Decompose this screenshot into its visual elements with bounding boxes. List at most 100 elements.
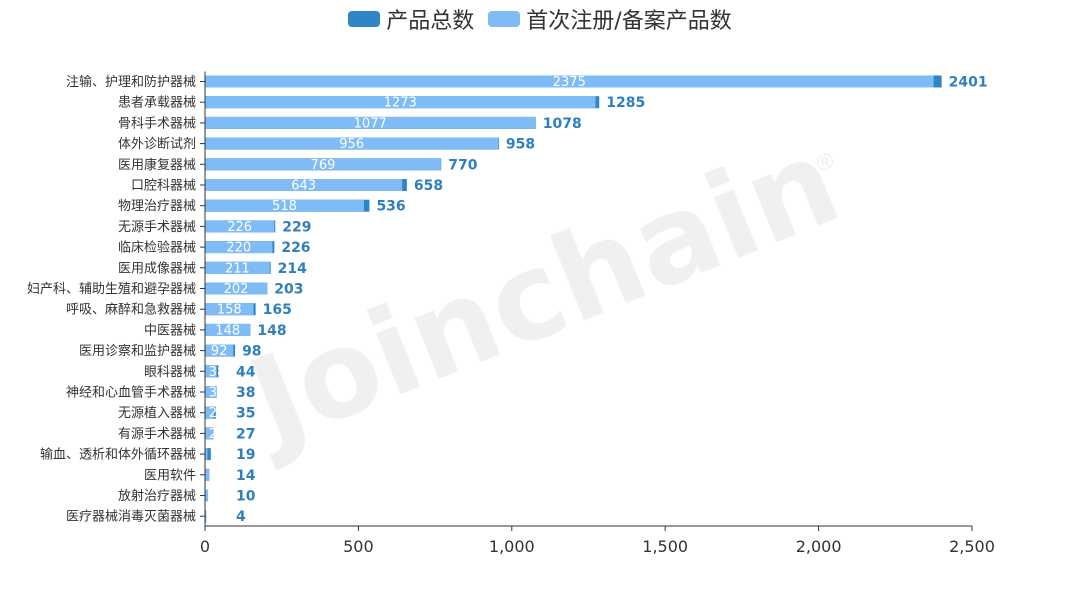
watermark-registered-mark: ® xyxy=(814,151,836,176)
bar-first[interactable] xyxy=(205,323,251,336)
category-label: 骨科手术器械 xyxy=(118,116,196,131)
data-label-first: 518 xyxy=(272,199,297,214)
category-label: 口腔科器械 xyxy=(131,179,196,194)
data-label-first: 92 xyxy=(211,344,228,359)
bar-first[interactable] xyxy=(205,199,364,212)
legend-label-first: 首次注册/备案产品数 xyxy=(526,9,732,34)
category-label: 医用软件 xyxy=(144,468,196,483)
x-tick-label: 1,000 xyxy=(489,537,535,556)
data-label-first: 220 xyxy=(226,241,251,256)
bar-first[interactable] xyxy=(205,241,273,254)
bar-first[interactable] xyxy=(205,448,208,461)
data-label-first: 643 xyxy=(291,179,316,194)
data-label-total: 35 xyxy=(236,406,255,422)
category-label: 眼科器械 xyxy=(144,365,196,380)
bar-first[interactable] xyxy=(205,261,270,274)
bar-first[interactable] xyxy=(205,386,217,398)
bar-first[interactable] xyxy=(205,75,934,88)
data-label-first: 38 xyxy=(209,365,226,380)
chart-legend: 产品总数 首次注册/备案产品数 xyxy=(0,2,1080,36)
data-label-first: 10 xyxy=(209,489,226,504)
category-label: 物理治疗器械 xyxy=(118,199,196,214)
bar-first[interactable] xyxy=(205,344,234,357)
category-label: 放射治疗器械 xyxy=(118,488,196,504)
category-label: 注输、护理和防护器械 xyxy=(66,74,196,90)
data-label-first: 1077 xyxy=(354,116,387,131)
data-label-first: 226 xyxy=(227,220,252,235)
category-label: 妇产科、辅助生殖和避孕器械 xyxy=(27,281,196,297)
axes-layer: 注输、护理和防护器械患者承载器械骨科手术器械体外诊断试剂医用康复器械口腔科器械物… xyxy=(27,71,995,556)
data-label-first: 769 xyxy=(311,158,336,173)
x-tick-label: 500 xyxy=(343,537,374,556)
category-label: 中医器械 xyxy=(144,323,196,338)
bar-first[interactable] xyxy=(205,137,499,150)
data-label-first: 956 xyxy=(339,137,364,152)
data-label-total: 19 xyxy=(236,447,255,463)
bar-first[interactable] xyxy=(205,220,275,233)
data-label-total: 14 xyxy=(236,468,256,484)
bar-first[interactable] xyxy=(205,510,207,523)
bar-first[interactable] xyxy=(205,468,210,481)
data-label-first: 2375 xyxy=(553,75,586,90)
legend-item-first[interactable]: 首次注册/备案产品数 xyxy=(488,3,732,35)
data-label-total: 536 xyxy=(376,199,405,215)
data-label-first: 25 xyxy=(209,427,226,442)
category-label: 医用康复器械 xyxy=(118,157,196,173)
bar-first[interactable] xyxy=(205,365,217,378)
data-label-total: 214 xyxy=(278,261,307,277)
data-label-first: 211 xyxy=(225,261,250,276)
bar-first[interactable] xyxy=(205,116,536,129)
bar-first[interactable] xyxy=(205,282,267,295)
x-tick-label: 2,000 xyxy=(796,537,842,556)
data-label-total: 27 xyxy=(236,426,255,442)
bar-first[interactable] xyxy=(205,489,209,502)
bar-first[interactable] xyxy=(205,96,596,109)
category-label: 患者承载器械 xyxy=(118,96,196,111)
category-label: 医用诊察和监护器械 xyxy=(79,344,196,359)
bar-first[interactable] xyxy=(205,158,441,171)
data-label-first: 14 xyxy=(209,468,226,483)
bar-first[interactable] xyxy=(205,406,214,419)
data-label-total: 2401 xyxy=(949,75,988,91)
category-label: 体外诊断试剂 xyxy=(118,137,196,152)
legend-label-total: 产品总数 xyxy=(386,9,475,34)
bar-first[interactable] xyxy=(205,179,403,191)
x-tick-label: 2,500 xyxy=(949,537,995,556)
legend-swatch-total xyxy=(348,11,381,27)
data-label-total: 226 xyxy=(281,240,310,256)
data-label-total: 38 xyxy=(236,385,255,401)
data-label-first: 148 xyxy=(215,323,240,338)
data-label-total: 44 xyxy=(236,364,256,380)
category-label: 呼吸、麻醉和急救器械 xyxy=(66,302,196,318)
data-label-total: 1078 xyxy=(543,116,582,132)
data-label-total: 203 xyxy=(274,282,303,298)
data-label-first: 202 xyxy=(224,282,249,297)
x-tick-label: 1,500 xyxy=(642,537,688,556)
bar-first[interactable] xyxy=(205,303,254,316)
category-label: 有源手术器械 xyxy=(118,427,196,442)
bars-layer: 2375 2401 1273 1285 1077 1078 956 958 769 770 643 6… xyxy=(205,75,988,525)
data-label-first: 29 xyxy=(209,406,226,421)
data-label-total: 148 xyxy=(257,323,286,339)
bar-first[interactable] xyxy=(205,427,213,440)
category-label: 输血、透析和体外循环器械 xyxy=(40,447,196,463)
data-label-first: 4 xyxy=(213,510,221,525)
data-label-total: 229 xyxy=(282,219,311,235)
legend-swatch-first xyxy=(488,11,521,27)
category-label: 临床检验器械 xyxy=(118,240,196,256)
data-label-total: 165 xyxy=(263,302,292,318)
category-label: 医用成像器械 xyxy=(118,261,196,276)
data-label-total: 10 xyxy=(236,489,256,505)
x-tick-label: 0 xyxy=(200,537,210,556)
data-label-first: 8 xyxy=(213,448,221,463)
legend-item-total[interactable]: 产品总数 xyxy=(348,3,474,35)
category-label: 神经和心血管手术器械 xyxy=(66,386,196,401)
data-label-first: 158 xyxy=(217,303,242,318)
data-label-first: 1273 xyxy=(384,96,417,111)
bar-total[interactable] xyxy=(205,448,211,461)
data-label-total: 658 xyxy=(414,178,443,194)
category-label: 医疗器械消毒灭菌器械 xyxy=(66,510,196,525)
category-label: 无源手术器械 xyxy=(118,220,196,235)
data-label-total: 98 xyxy=(242,344,261,360)
